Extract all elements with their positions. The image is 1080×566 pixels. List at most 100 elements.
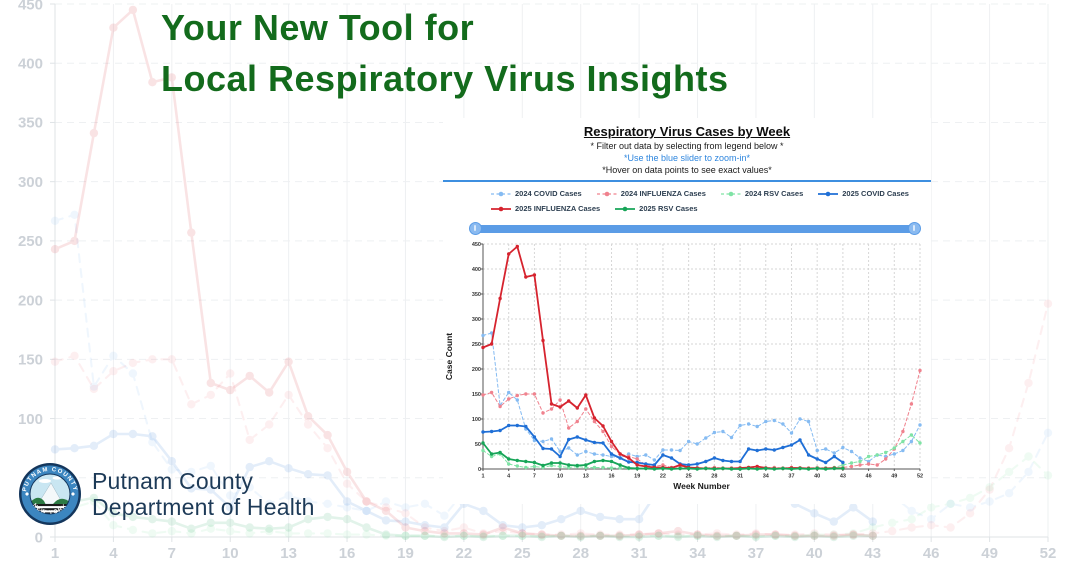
data-point[interactable]	[481, 345, 485, 350]
data-point[interactable]	[644, 466, 648, 471]
data-point[interactable]	[592, 419, 597, 424]
data-point[interactable]	[721, 466, 725, 471]
data-point[interactable]	[567, 426, 571, 430]
data-point[interactable]	[498, 404, 502, 409]
data-point[interactable]	[635, 454, 639, 459]
data-point[interactable]	[841, 460, 845, 465]
data-point[interactable]	[841, 463, 845, 467]
data-point[interactable]	[532, 435, 537, 439]
data-point[interactable]	[489, 331, 494, 335]
data-point[interactable]	[704, 459, 708, 464]
data-point[interactable]	[824, 460, 828, 465]
data-point[interactable]	[584, 407, 588, 411]
data-point[interactable]	[721, 429, 725, 434]
data-point[interactable]	[498, 296, 502, 301]
data-point[interactable]	[695, 467, 699, 471]
data-point[interactable]	[832, 451, 836, 455]
data-point[interactable]	[507, 423, 511, 428]
data-point[interactable]	[609, 454, 614, 459]
data-point[interactable]	[669, 448, 674, 452]
data-point[interactable]	[515, 398, 519, 402]
data-point[interactable]	[515, 393, 519, 398]
data-point[interactable]	[567, 465, 571, 470]
data-point[interactable]	[695, 442, 699, 446]
data-point[interactable]	[549, 463, 554, 468]
data-point[interactable]	[532, 392, 537, 396]
data-point[interactable]	[789, 467, 794, 471]
data-point[interactable]	[772, 467, 776, 471]
data-point[interactable]	[601, 424, 605, 428]
data-point[interactable]	[489, 454, 494, 459]
data-point[interactable]	[686, 466, 691, 471]
data-point[interactable]	[489, 342, 494, 346]
data-point[interactable]	[635, 463, 639, 467]
data-point[interactable]	[832, 454, 836, 459]
data-point[interactable]	[738, 467, 742, 471]
data-point[interactable]	[652, 458, 657, 462]
data-point[interactable]	[764, 466, 768, 471]
data-point[interactable]	[575, 419, 579, 424]
data-point[interactable]	[618, 463, 622, 467]
data-point[interactable]	[541, 411, 545, 415]
data-point[interactable]	[798, 438, 802, 442]
series-2025-covid-cases[interactable]	[481, 423, 845, 467]
data-point[interactable]	[875, 463, 879, 467]
data-point[interactable]	[567, 399, 571, 403]
data-point[interactable]	[558, 398, 562, 402]
data-point[interactable]	[549, 461, 554, 465]
data-point[interactable]	[704, 466, 708, 471]
data-point[interactable]	[738, 459, 742, 464]
data-point[interactable]	[746, 447, 751, 451]
data-point[interactable]	[781, 422, 785, 426]
data-point[interactable]	[858, 463, 862, 467]
data-point[interactable]	[858, 459, 862, 464]
data-point[interactable]	[892, 452, 896, 456]
data-point[interactable]	[541, 439, 545, 444]
data-point[interactable]	[498, 428, 502, 433]
legend-item-2025-covid-cases[interactable]: 2025 COVID Cases	[818, 189, 909, 198]
data-point[interactable]	[918, 423, 922, 427]
data-point[interactable]	[824, 447, 828, 451]
data-point[interactable]	[755, 424, 759, 429]
data-point[interactable]	[901, 448, 905, 453]
data-point[interactable]	[601, 465, 605, 470]
data-point[interactable]	[815, 466, 819, 471]
data-point[interactable]	[729, 467, 734, 471]
slider-handle-right[interactable]	[908, 222, 921, 235]
data-point[interactable]	[712, 430, 717, 435]
data-point[interactable]	[627, 456, 631, 460]
data-point[interactable]	[507, 252, 511, 256]
data-point[interactable]	[592, 440, 597, 445]
data-point[interactable]	[627, 452, 631, 456]
data-point[interactable]	[567, 463, 571, 467]
data-point[interactable]	[909, 433, 914, 437]
data-point[interactable]	[755, 464, 759, 469]
data-point[interactable]	[652, 463, 657, 467]
data-point[interactable]	[678, 463, 682, 467]
data-point[interactable]	[549, 402, 554, 406]
data-point[interactable]	[584, 463, 588, 467]
data-point[interactable]	[824, 467, 828, 471]
data-point[interactable]	[532, 464, 537, 469]
data-point[interactable]	[601, 441, 605, 445]
slider-track[interactable]	[474, 225, 916, 233]
data-point[interactable]	[652, 467, 657, 471]
data-point[interactable]	[515, 458, 519, 463]
data-point[interactable]	[738, 423, 742, 428]
data-point[interactable]	[832, 466, 836, 471]
data-point[interactable]	[892, 446, 896, 450]
data-point[interactable]	[584, 393, 588, 397]
data-point[interactable]	[704, 436, 708, 440]
data-point[interactable]	[567, 446, 571, 450]
legend-item-2025-rsv-cases[interactable]: 2025 RSV Cases	[615, 204, 698, 213]
data-point[interactable]	[592, 465, 597, 470]
data-point[interactable]	[601, 458, 605, 463]
data-point[interactable]	[601, 429, 605, 434]
data-point[interactable]	[575, 406, 579, 410]
respiratory-virus-chart-plot[interactable]: 0 50 100 150 200 250 300 350 400 450 1 4 7 10 13 16 19 22…	[443, 238, 931, 502]
data-point[interactable]	[618, 466, 622, 470]
data-point[interactable]	[609, 439, 614, 444]
data-point[interactable]	[515, 244, 519, 249]
data-point[interactable]	[798, 466, 802, 471]
data-point[interactable]	[669, 467, 674, 471]
